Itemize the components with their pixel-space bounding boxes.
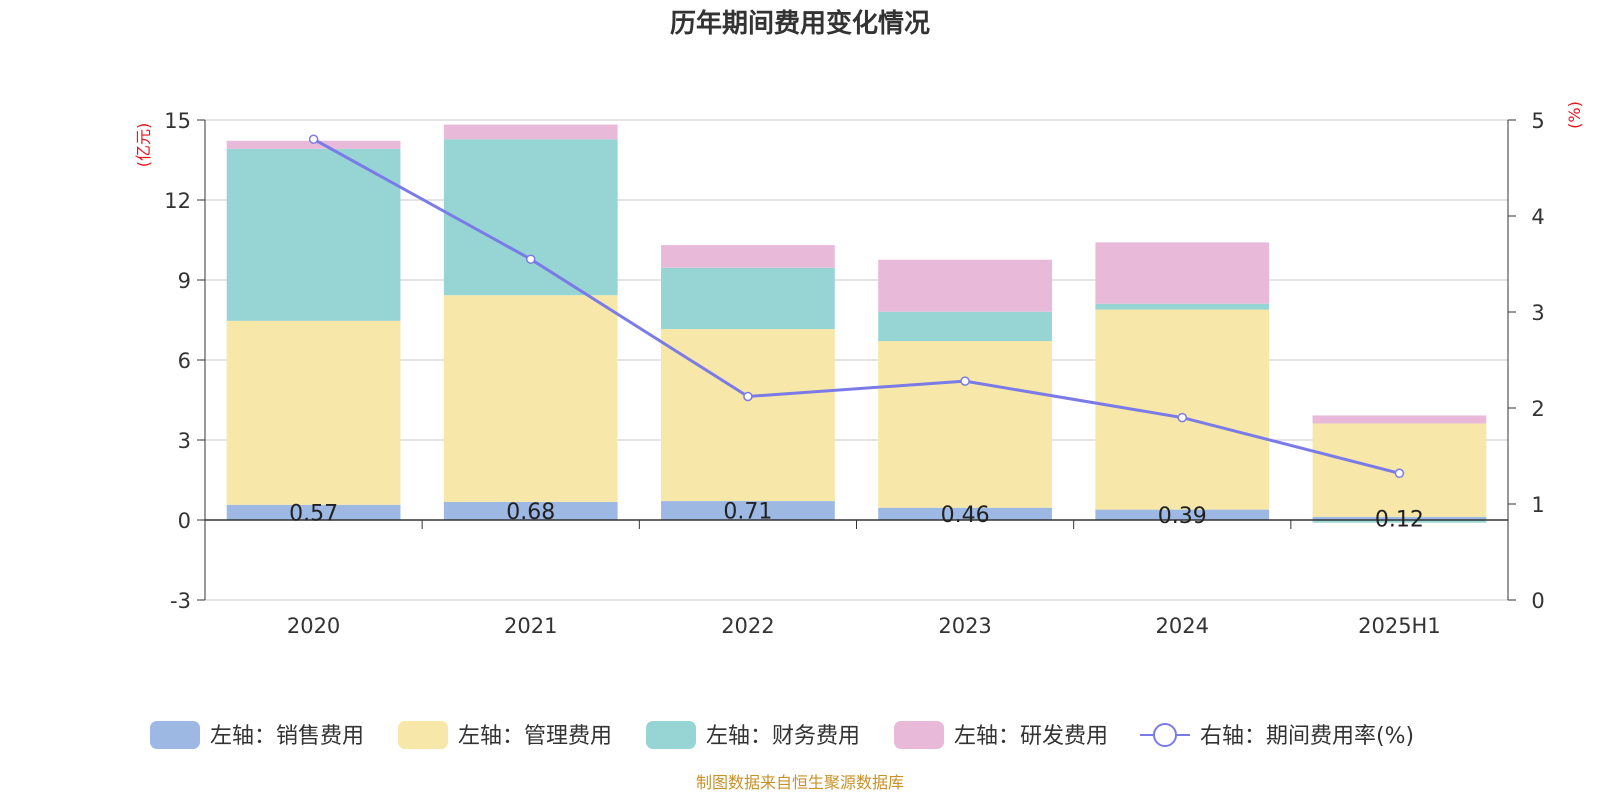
right-tick-label: 4 [1531,205,1544,229]
bar-segment [878,507,1052,520]
bar-segment [878,311,1052,342]
legend-label: 左轴：财务费用 [706,724,860,749]
x-tick-label: 2022 [721,614,774,638]
bar-segment [661,501,835,520]
right-tick-label: 3 [1531,301,1544,325]
bar-segment [1095,303,1270,310]
x-tick-label: 2020 [287,614,340,638]
rate-line [312,137,1400,475]
left-tick-label: 15 [164,109,191,133]
x-tick-label: 2023 [938,614,991,638]
bar-segment [226,148,401,321]
bar-segment [878,341,1052,508]
right-tick-label: 1 [1531,493,1544,517]
data-label: 0.68 [506,500,555,525]
rate-point [308,134,319,144]
data-labels: 0.57 0.68 0.71 0.46 0.39 0.12 [289,500,1424,533]
legend-label: 右轴：期间费用率(%) [1200,724,1414,749]
line-series [308,134,1405,479]
bar-segment [661,245,835,268]
bar-segment [1095,242,1270,304]
bar-segment [1095,509,1270,520]
x-tick-label: 2025H1 [1358,614,1441,638]
right-tick-label: 2 [1531,397,1544,421]
bar-segment [443,501,618,520]
left-tick-label: 0 [178,509,191,533]
rate-point [1394,468,1405,479]
legend-swatch [894,721,944,749]
bars [226,124,1487,523]
legend-swatch [646,721,696,749]
data-label: 0.12 [1375,507,1424,532]
left-tick-label: 6 [178,349,191,373]
right-tick-label: 0 [1531,589,1544,613]
legend-swatch [150,721,200,749]
rate-point [743,391,753,402]
rate-point [960,376,970,386]
data-label: 0.39 [1158,504,1207,529]
rate-point [1177,412,1187,423]
left-tick-label: 12 [164,189,191,213]
legend-label: 左轴：研发费用 [954,724,1108,749]
bar-segment [226,504,401,520]
left-tick-label: 9 [178,269,191,293]
bar-segment [443,295,618,502]
x-tick-label: 2021 [504,614,557,638]
right-axis-unit: (%) [1565,101,1584,129]
left-axis-unit: (亿元) [134,123,153,168]
legend: 左轴：销售费用 左轴：管理费用 左轴：财务费用 左轴：研发费用 右轴：期间费用率(%) [150,721,1414,749]
left-tick-label: 3 [178,429,191,453]
bar-segment [443,124,618,140]
bar-segment [226,140,401,149]
left-tick-label: -3 [170,589,191,613]
bar-segment [443,139,618,296]
legend-swatch [398,721,448,749]
data-label: 0.57 [289,501,338,526]
rate-point [526,254,536,264]
bar-segment [661,329,835,502]
bar-segment [1312,516,1487,520]
bar-segment [878,259,1052,312]
bar-segment [1312,520,1487,523]
bar-segment [226,320,401,505]
right-tick-label: 5 [1531,109,1544,133]
chart-title: 历年期间费用变化情况 [670,8,930,39]
bar-segment [661,267,835,330]
bar-segment [1312,415,1487,424]
bar-segment [1095,309,1270,510]
x-tick-label: 2024 [1156,614,1209,638]
legend-marker-icon [1153,723,1177,747]
source-note: 制图数据来自恒生聚源数据库 [696,773,904,792]
data-label: 0.46 [941,503,990,528]
legend-label: 左轴：管理费用 [458,724,612,749]
legend-label: 左轴：销售费用 [210,724,364,749]
data-label: 0.71 [723,500,772,525]
